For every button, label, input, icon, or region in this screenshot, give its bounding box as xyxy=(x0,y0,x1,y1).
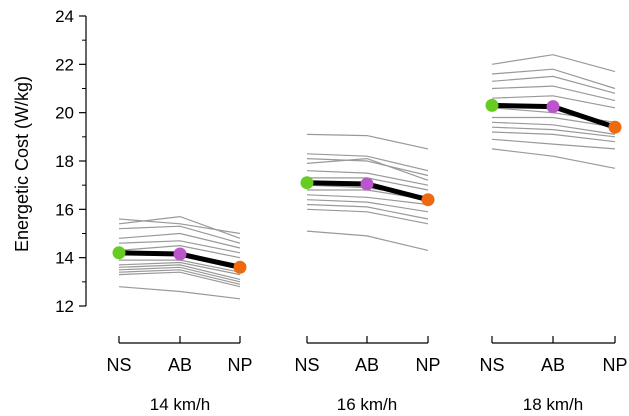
y-tick-label: 14 xyxy=(55,249,74,268)
mean-point-np xyxy=(608,120,622,134)
y-tick-label: 24 xyxy=(55,7,74,26)
individual-line xyxy=(118,225,241,244)
x-axis-group: NS AB NP 14 km/h xyxy=(106,336,253,414)
individual-line xyxy=(491,148,616,169)
individual-line xyxy=(491,131,616,143)
y-tick-label: 22 xyxy=(55,55,74,74)
mean-point-np xyxy=(233,260,247,274)
x-axis-group: NS AB NP 16 km/h xyxy=(294,336,441,414)
individual-line xyxy=(491,138,616,150)
group-label: 16 km/h xyxy=(337,395,397,414)
individual-line xyxy=(306,157,429,181)
individual-line xyxy=(306,203,429,220)
individual-line xyxy=(118,271,241,288)
individual-line xyxy=(306,158,429,177)
mean-point-ab xyxy=(360,177,374,191)
individual-line xyxy=(118,218,241,235)
x-tick-label: AB xyxy=(168,355,192,375)
individual-line xyxy=(306,133,429,150)
y-tick-label: 20 xyxy=(55,104,74,123)
speed-group xyxy=(300,133,435,251)
x-tick-label: NS xyxy=(294,355,319,375)
individual-line xyxy=(491,85,616,102)
y-axis: 12 14 16 18 20 22 24 xyxy=(55,7,87,316)
group-label: 18 km/h xyxy=(523,395,583,414)
x-tick-label: NP xyxy=(602,355,627,375)
individual-line xyxy=(491,95,616,109)
individual-line xyxy=(118,244,241,259)
individual-line xyxy=(306,194,429,206)
individual-line xyxy=(118,232,241,249)
plot-area xyxy=(112,54,622,300)
y-tick-label: 18 xyxy=(55,152,74,171)
mean-point-ns xyxy=(300,176,314,190)
x-tick-label: NP xyxy=(415,355,440,375)
individual-line xyxy=(491,126,616,138)
individual-line xyxy=(491,121,616,135)
y-tick-label: 16 xyxy=(55,200,74,219)
x-tick-label: AB xyxy=(541,355,565,375)
individual-line xyxy=(118,264,241,280)
speed-group xyxy=(485,54,622,169)
individual-line xyxy=(118,261,241,276)
individual-line xyxy=(118,266,241,283)
y-tick-label: 12 xyxy=(55,297,74,316)
individual-line xyxy=(491,75,616,94)
mean-point-ns xyxy=(112,246,126,260)
mean-point-ab xyxy=(546,100,560,114)
individual-line xyxy=(118,240,241,254)
individual-line xyxy=(118,286,241,300)
group-label: 14 km/h xyxy=(150,395,210,414)
mean-point-ns xyxy=(485,98,499,112)
speed-group xyxy=(112,215,247,300)
x-axes: NS AB NP 14 km/h NS AB NP 16 km/h NS AB NP 18 km/h xyxy=(106,336,628,414)
individual-line xyxy=(306,153,429,172)
x-tick-label: NS xyxy=(479,355,504,375)
x-tick-label: NP xyxy=(227,355,252,375)
individual-line xyxy=(491,54,616,73)
individual-line xyxy=(306,199,429,213)
individual-line xyxy=(306,170,429,186)
individual-line xyxy=(118,269,241,285)
x-tick-label: AB xyxy=(355,355,379,375)
individual-line xyxy=(306,208,429,225)
individual-line xyxy=(306,230,429,251)
individual-line xyxy=(118,215,241,239)
mean-point-ab xyxy=(173,247,187,261)
mean-point-np xyxy=(421,193,435,207)
x-axis-group: NS AB NP 18 km/h xyxy=(479,336,628,414)
individual-line xyxy=(491,68,616,90)
y-axis-label: Energetic Cost (W/kg) xyxy=(12,76,32,252)
individual-line xyxy=(492,116,616,128)
x-tick-label: NS xyxy=(106,355,131,375)
